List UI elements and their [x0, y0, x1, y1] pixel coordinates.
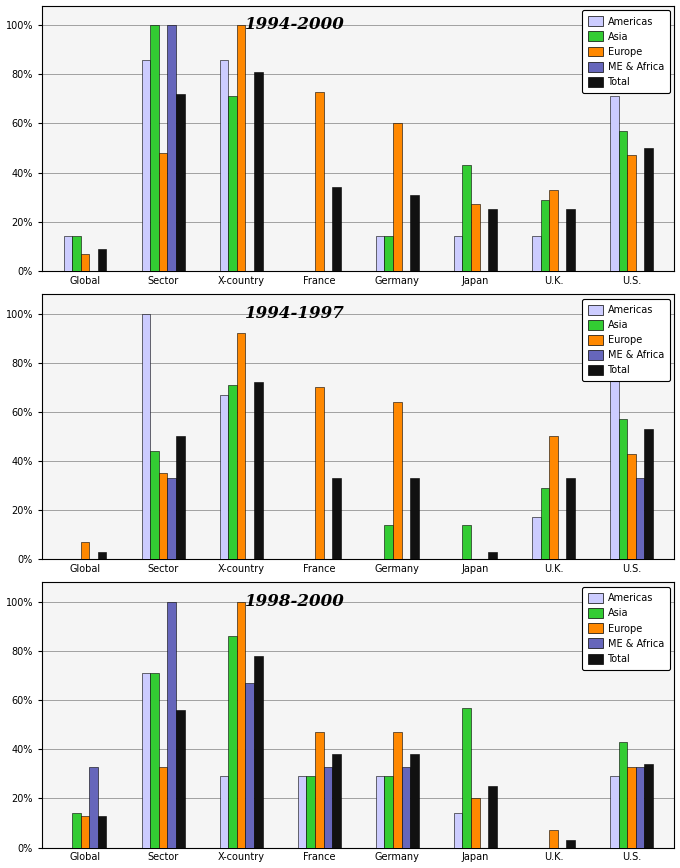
Legend: Americas, Asia, Europe, ME & Africa, Total: Americas, Asia, Europe, ME & Africa, Tot… [582, 10, 670, 93]
Bar [141, 60, 150, 271]
Bar [636, 766, 645, 847]
Bar [636, 478, 645, 559]
Text: 1994-2000: 1994-2000 [245, 16, 345, 33]
Bar [462, 165, 471, 271]
Bar [566, 840, 575, 847]
Bar [63, 236, 72, 271]
Bar [549, 437, 558, 559]
Bar [332, 478, 341, 559]
Bar [72, 236, 81, 271]
Bar [220, 395, 228, 559]
Bar [254, 383, 262, 559]
Bar [627, 454, 636, 559]
Bar [454, 813, 462, 847]
Bar [81, 253, 89, 271]
Bar [150, 25, 159, 271]
Bar [566, 209, 575, 271]
Bar [237, 333, 245, 559]
Bar [471, 799, 479, 847]
Bar [167, 25, 176, 271]
Bar [298, 776, 307, 847]
Text: 1994-1997: 1994-1997 [245, 305, 345, 321]
Bar [471, 205, 479, 271]
Bar [141, 313, 150, 559]
Bar [402, 766, 410, 847]
Bar [307, 776, 315, 847]
Bar [315, 91, 324, 271]
Bar [384, 776, 393, 847]
Bar [410, 478, 419, 559]
Bar [376, 236, 384, 271]
Bar [384, 525, 393, 559]
Bar [332, 187, 341, 271]
Bar [610, 776, 619, 847]
Bar [176, 710, 184, 847]
Bar [237, 25, 245, 271]
Bar [324, 766, 332, 847]
Bar [384, 236, 393, 271]
Bar [220, 60, 228, 271]
Bar [315, 387, 324, 559]
Bar [454, 236, 462, 271]
Bar [610, 96, 619, 271]
Bar [167, 602, 176, 847]
Bar [393, 402, 402, 559]
Bar [98, 248, 107, 271]
Bar [245, 683, 254, 847]
Bar [159, 153, 167, 271]
Text: 1998-2000: 1998-2000 [245, 593, 345, 610]
Bar [228, 636, 237, 847]
Bar [89, 766, 98, 847]
Bar [532, 236, 541, 271]
Bar [619, 131, 627, 271]
Bar [462, 525, 471, 559]
Bar [72, 813, 81, 847]
Bar [410, 754, 419, 847]
Bar [176, 437, 184, 559]
Bar [150, 674, 159, 847]
Bar [237, 602, 245, 847]
Legend: Americas, Asia, Europe, ME & Africa, Total: Americas, Asia, Europe, ME & Africa, Tot… [582, 299, 670, 381]
Bar [532, 517, 541, 559]
Legend: Americas, Asia, Europe, ME & Africa, Total: Americas, Asia, Europe, ME & Africa, Tot… [582, 588, 670, 670]
Bar [619, 742, 627, 847]
Bar [98, 816, 107, 847]
Bar [627, 766, 636, 847]
Bar [488, 209, 497, 271]
Bar [167, 478, 176, 559]
Bar [549, 190, 558, 271]
Bar [627, 155, 636, 271]
Bar [410, 194, 419, 271]
Bar [81, 542, 89, 559]
Bar [645, 429, 653, 559]
Bar [549, 831, 558, 847]
Bar [645, 764, 653, 847]
Bar [541, 200, 549, 271]
Bar [150, 451, 159, 559]
Bar [393, 733, 402, 847]
Bar [159, 473, 167, 559]
Bar [98, 552, 107, 559]
Bar [376, 776, 384, 847]
Bar [254, 72, 262, 271]
Bar [220, 776, 228, 847]
Bar [228, 385, 237, 559]
Bar [332, 754, 341, 847]
Bar [254, 656, 262, 847]
Bar [141, 674, 150, 847]
Bar [619, 419, 627, 559]
Bar [645, 148, 653, 271]
Bar [462, 707, 471, 847]
Bar [610, 355, 619, 559]
Bar [566, 478, 575, 559]
Bar [159, 766, 167, 847]
Bar [315, 733, 324, 847]
Bar [488, 786, 497, 847]
Bar [176, 94, 184, 271]
Bar [393, 123, 402, 271]
Bar [541, 488, 549, 559]
Bar [228, 96, 237, 271]
Bar [488, 552, 497, 559]
Bar [81, 816, 89, 847]
